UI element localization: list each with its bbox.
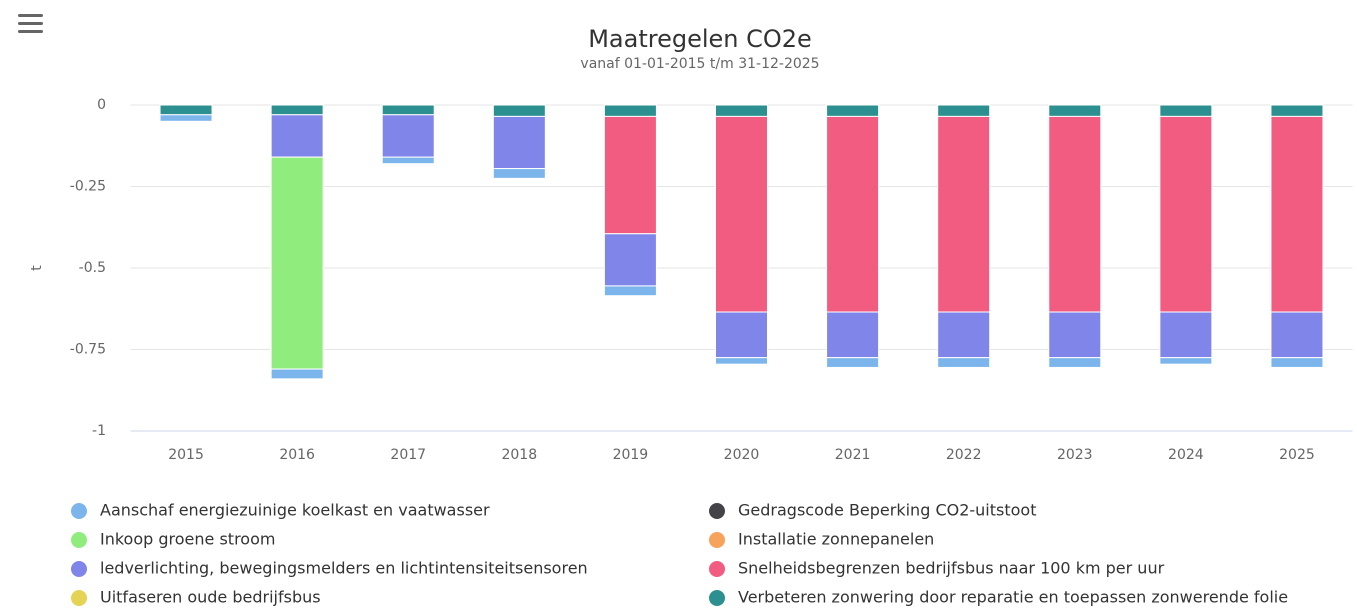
bar [1159,115,1213,313]
bar [1159,104,1213,117]
bar [159,104,213,116]
chart-title: Maatregelen CO2e [588,25,812,53]
bar [603,233,657,287]
chart-subtitle: vanaf 01-01-2015 t/m 31-12-2025 [580,56,819,72]
bar [1048,104,1102,117]
bar [1159,311,1213,359]
bar [715,115,768,313]
legend-label: Aanschaf energiezuinige koelkast en vaat… [100,501,490,520]
y-tick-label: -0.25 [70,179,106,195]
bar [603,115,657,235]
y-axis-label: t [29,265,45,271]
legend-label: Inkoop groene stroom [100,530,275,549]
bar [270,156,324,370]
bar [937,357,991,368]
bar [1159,357,1213,365]
legend-label: ledverlichting, bewegingsmelders en lich… [100,559,588,578]
bar [1048,311,1102,359]
bar [826,357,880,368]
bar [715,104,768,117]
bar [1048,115,1102,313]
x-tick-label: 2018 [501,447,537,463]
bar [270,114,324,158]
x-tick-label: 2024 [1168,447,1204,463]
legend-marker [71,590,87,606]
x-tick-label: 2016 [279,447,315,463]
bar [492,104,546,117]
y-tick-label: 0 [97,97,106,113]
bar [603,104,657,117]
x-tick-label: 2019 [613,447,649,463]
legend-label: Verbeteren zonwering door reparatie en t… [738,588,1288,607]
bar [826,311,880,359]
bar [159,114,213,122]
x-tick-label: 2025 [1279,447,1315,463]
bar [826,115,880,313]
bar [1270,357,1324,368]
bar [937,104,991,117]
bar [381,104,435,116]
bar [826,104,880,117]
x-tick-label: 2017 [390,447,426,463]
legend-marker [709,590,725,606]
x-tick-label: 2022 [946,447,982,463]
x-tick-label: 2020 [724,447,760,463]
bar [1270,311,1324,359]
bar [937,115,991,313]
bar [715,311,768,359]
y-tick-label: -1 [92,423,106,439]
x-tick-label: 2021 [835,447,871,463]
bar [492,168,546,179]
bar [1270,104,1324,117]
bar [492,115,546,170]
bar [1270,115,1324,313]
legend-label: Gedragscode Beperking CO2-uitstoot [738,501,1036,520]
legend-label: Uitfaseren oude bedrijfsbus [100,588,321,607]
legend-marker [709,503,725,519]
x-tick-label: 2023 [1057,447,1093,463]
bar [1048,357,1102,368]
legend-marker [709,532,725,548]
menu-icon[interactable] [18,14,43,33]
bar [937,311,991,359]
bar [270,104,324,116]
y-tick-label: -0.75 [70,342,106,358]
legend-label: Installatie zonnepanelen [738,530,934,549]
x-tick-label: 2015 [168,447,204,463]
y-tick-label: -0.5 [79,260,106,276]
bar [603,285,657,297]
legend-label: Snelheidsbegrenzen bedrijfsbus naar 100 … [738,559,1165,578]
bar [381,156,435,165]
bar [270,368,324,380]
legend-marker [709,561,725,577]
legend-marker [71,503,87,519]
bar [715,357,768,365]
legend-marker [71,532,87,548]
legend-marker [71,561,87,577]
bar [381,114,435,158]
